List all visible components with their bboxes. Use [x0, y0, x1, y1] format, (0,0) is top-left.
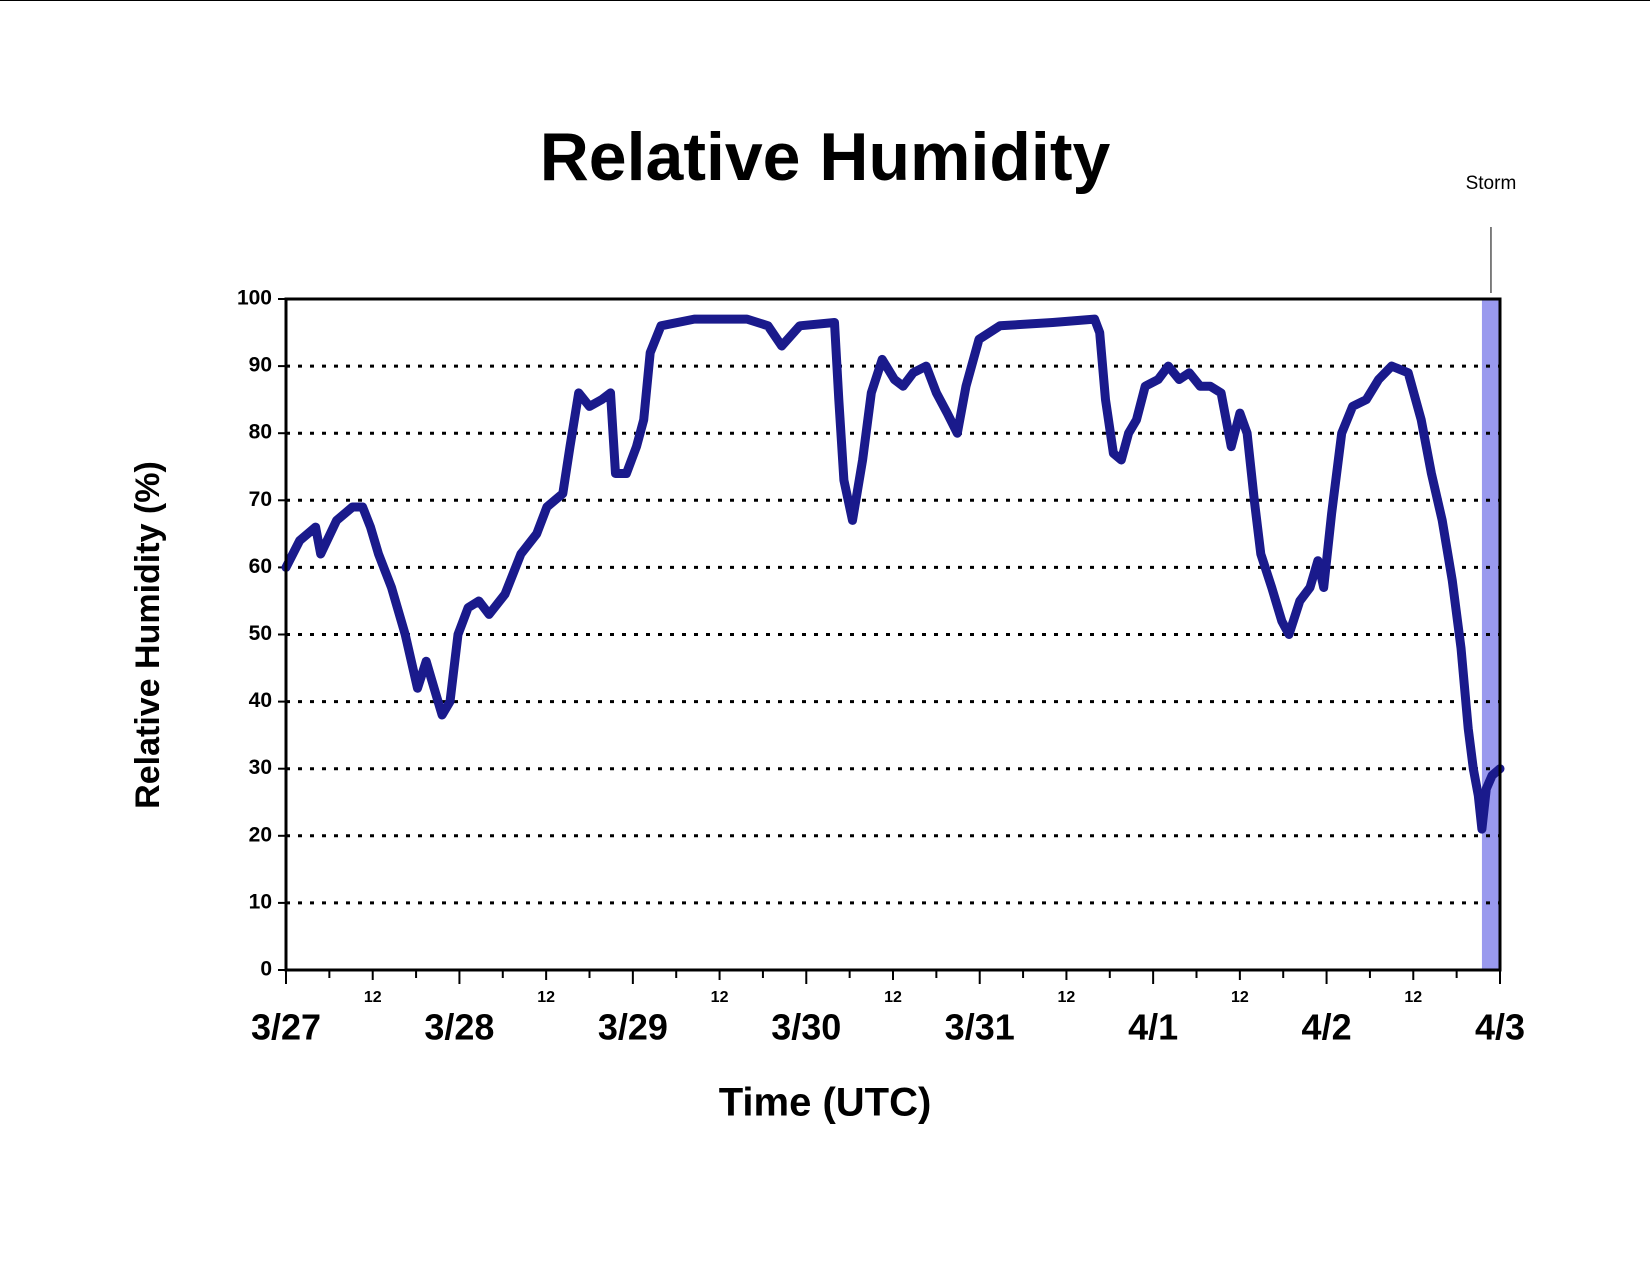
x-axis-label: Time (UTC)	[719, 1081, 932, 1125]
y-tick-label: 60	[249, 555, 272, 578]
x-tick-label: 4/3	[1475, 1007, 1525, 1048]
x-tick-label: 12	[884, 989, 902, 1006]
plot-frame	[284, 297, 1502, 972]
y-tick-label: 40	[249, 689, 272, 712]
y-tick-label: 50	[249, 622, 272, 645]
chart-title: Relative Humidity	[540, 119, 1111, 195]
x-tick-label: 12	[537, 989, 555, 1006]
x-tick-label: 3/27	[251, 1007, 321, 1048]
y-axis-label: Relative Humidity (%)	[129, 461, 167, 809]
x-tick-label: 12	[1404, 989, 1422, 1006]
x-tick-label: 3/29	[598, 1007, 668, 1048]
y-tick-label: 90	[249, 354, 272, 377]
x-tick-label: 12	[711, 989, 729, 1006]
y-tick-label: 70	[249, 488, 272, 511]
y-tick-label: 20	[249, 823, 272, 846]
x-tick-label: 4/1	[1128, 1007, 1178, 1048]
x-tick-label: 12	[364, 989, 382, 1006]
x-tick-label: 3/31	[945, 1007, 1015, 1048]
x-tick-label: 12	[1058, 989, 1076, 1006]
y-tick-label: 0	[260, 958, 272, 981]
storm-band	[1481, 299, 1500, 970]
x-tick-label: 3/30	[771, 1007, 841, 1048]
y-tick-label: 30	[249, 756, 272, 779]
storm-label: Storm	[1466, 173, 1517, 194]
y-tick-label: 80	[249, 421, 272, 444]
x-tick-label: 12	[1231, 989, 1249, 1006]
x-tick-label: 3/28	[424, 1007, 494, 1048]
data-line	[281, 314, 1505, 834]
x-tick-label: 4/2	[1302, 1007, 1352, 1048]
y-tick-label: 100	[237, 287, 272, 310]
y-tick-label: 10	[249, 890, 272, 913]
